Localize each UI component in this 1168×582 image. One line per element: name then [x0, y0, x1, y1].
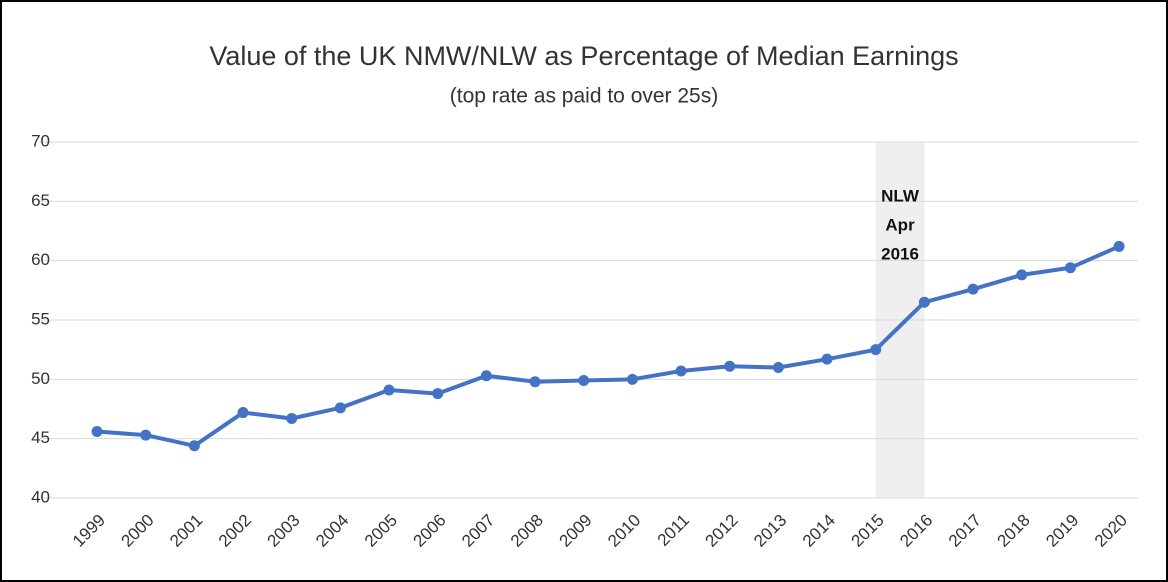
y-tick-label: 70 [31, 131, 50, 150]
point [91, 426, 103, 438]
point [383, 384, 395, 396]
point [967, 283, 979, 295]
point [334, 402, 346, 414]
point [529, 376, 541, 388]
y-tick-label: 50 [31, 369, 50, 388]
point [140, 429, 152, 441]
y-tick-label: 40 [31, 487, 50, 506]
y-tick-label: 45 [31, 428, 50, 447]
point [1016, 269, 1028, 281]
point [870, 344, 882, 356]
y-tick-label: 65 [31, 191, 50, 210]
point [480, 370, 492, 382]
line [96, 244, 1120, 448]
point [188, 440, 200, 452]
point [1064, 262, 1076, 274]
chart-subtitle: (top rate as paid to over 25s) [450, 85, 718, 108]
point [918, 296, 930, 308]
point [675, 365, 687, 377]
point [772, 361, 784, 373]
annotation: 2016 [881, 244, 919, 263]
point [724, 360, 736, 372]
point [432, 388, 444, 400]
annotation: Apr [885, 215, 915, 234]
point [626, 373, 638, 385]
point [1113, 240, 1125, 252]
annotation: NLW [881, 186, 920, 205]
point [578, 375, 590, 387]
point [286, 412, 298, 424]
point [821, 353, 833, 365]
point [237, 407, 249, 419]
y-tick-label: 55 [31, 309, 50, 328]
chart-title: Value of the UK NMW/NLW as Percentage of… [209, 41, 958, 71]
y-tick-label: 60 [31, 250, 50, 269]
